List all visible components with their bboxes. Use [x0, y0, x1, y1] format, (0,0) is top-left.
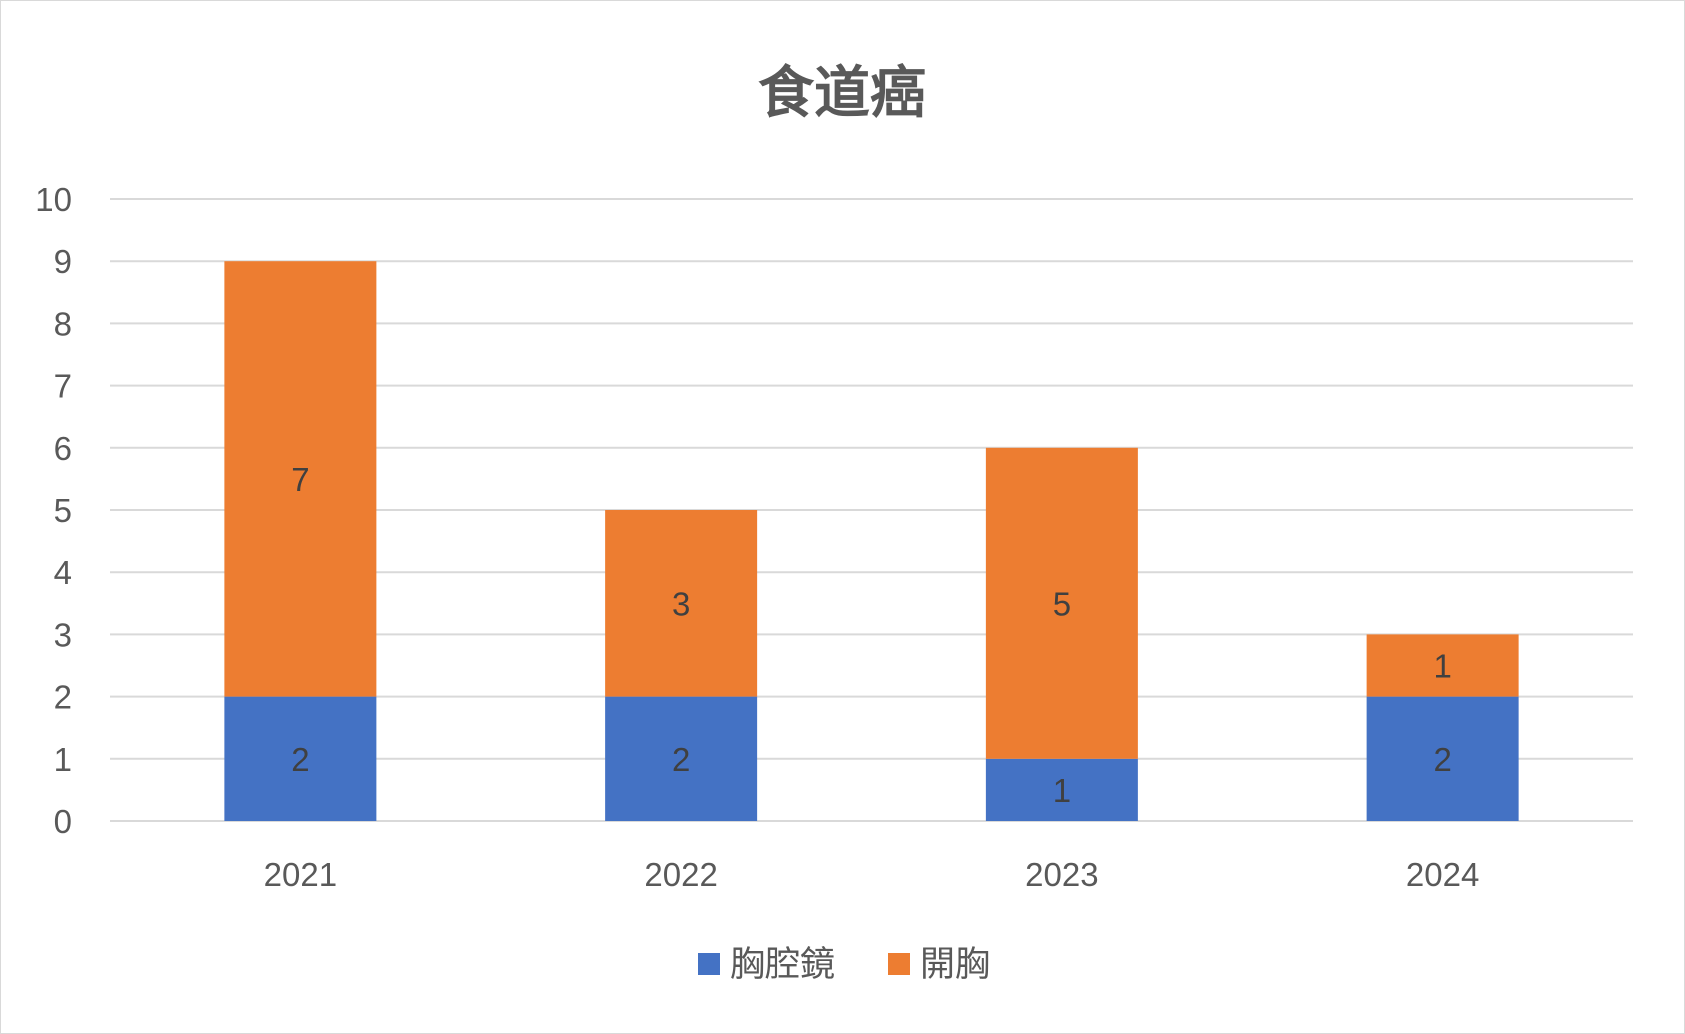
data-label: 2	[1433, 741, 1451, 778]
y-tick-label: 1	[54, 741, 72, 778]
x-tick-label: 2022	[644, 856, 717, 893]
legend-label: 開胸	[920, 945, 990, 985]
y-tick-label: 7	[54, 368, 72, 405]
legend-swatch	[888, 953, 910, 975]
bar-segment	[224, 261, 377, 697]
bar-segment	[605, 510, 758, 697]
y-tick-label: 9	[54, 243, 72, 280]
data-label: 2	[291, 741, 309, 778]
y-tick-label: 4	[54, 554, 72, 591]
y-tick-label: 10	[35, 181, 72, 218]
x-tick-label: 2024	[1406, 856, 1479, 893]
bar-segment	[605, 696, 758, 821]
data-label: 1	[1053, 772, 1071, 809]
bar-segment	[224, 696, 377, 821]
y-tick-label: 2	[54, 679, 72, 716]
bar-segment	[985, 447, 1138, 759]
bar-segment	[1366, 634, 1519, 697]
bars: 2 7 2 3 1 5 2 1	[224, 261, 1519, 821]
data-label: 3	[672, 585, 690, 622]
legend-label: 胸腔鏡	[730, 945, 835, 985]
data-label: 1	[1433, 648, 1451, 685]
y-tick-label: 8	[54, 305, 72, 342]
chart-title: 食道癌	[758, 61, 926, 126]
data-label: 7	[291, 461, 309, 498]
y-tick-label: 3	[54, 616, 72, 653]
y-tick-label: 0	[54, 803, 72, 840]
x-tick-label: 2021	[264, 856, 337, 893]
data-label: 5	[1053, 585, 1071, 622]
bar-segment	[985, 758, 1138, 821]
x-axis: 2021 2022 2023 2024	[264, 856, 1480, 893]
y-tick-label: 6	[54, 430, 72, 467]
data-label: 2	[672, 741, 690, 778]
legend: 胸腔鏡 開胸	[698, 945, 990, 985]
legend-swatch	[698, 953, 720, 975]
x-tick-label: 2023	[1025, 856, 1098, 893]
y-tick-label: 5	[54, 492, 72, 529]
y-axis: 0 1 2 3 4 5 6 7 8 9 10	[35, 181, 72, 840]
bar-segment	[1366, 696, 1519, 821]
